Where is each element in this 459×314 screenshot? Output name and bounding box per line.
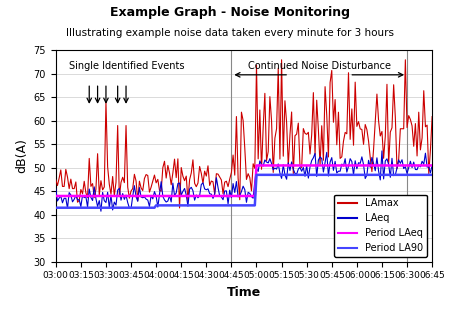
Text: Example Graph - Noise Monitoring: Example Graph - Noise Monitoring	[110, 6, 349, 19]
Text: Illustrating example noise data taken every minute for 3 hours: Illustrating example noise data taken ev…	[66, 28, 393, 38]
Text: Continued Noise Disturbance: Continued Noise Disturbance	[247, 61, 390, 71]
Text: Single Identified Events: Single Identified Events	[69, 61, 184, 71]
Legend: LAmax, LAeq, Period LAeq, Period LA90: LAmax, LAeq, Period LAeq, Period LA90	[333, 194, 426, 257]
Y-axis label: dB(A): dB(A)	[15, 138, 28, 174]
X-axis label: Time: Time	[226, 286, 261, 299]
